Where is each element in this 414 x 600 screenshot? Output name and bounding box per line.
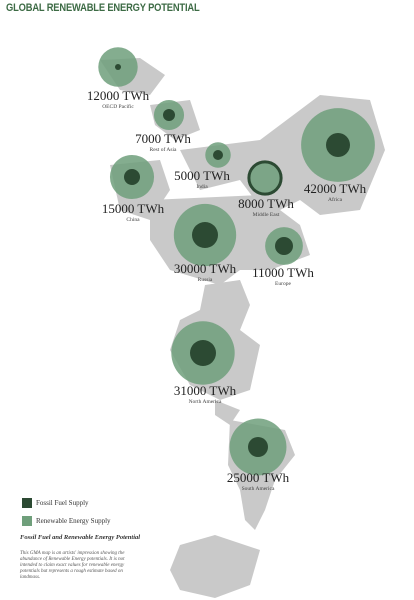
- value-label: 25000 TWh: [227, 470, 290, 485]
- region-name: Europe: [275, 281, 291, 287]
- region-name: Africa: [328, 196, 343, 203]
- value-label: 8000 TWh: [238, 196, 294, 211]
- fossil-bubble: [192, 222, 218, 248]
- note-title: Fossil Fuel and Renewable Energy Potenti…: [20, 534, 141, 541]
- region-name: Russia: [198, 277, 213, 283]
- legend-label: Renewable Energy Supply: [36, 517, 111, 525]
- value-label: 12000 TWh: [87, 88, 150, 103]
- region-name: North America: [189, 399, 222, 405]
- value-label: 11000 TWh: [252, 265, 314, 280]
- value-label: 42000 TWh: [304, 181, 367, 196]
- region-name: Rest of Asia: [150, 146, 177, 153]
- title: GLOBAL RENEWABLE ENERGY POTENTIAL: [6, 2, 200, 14]
- land: [215, 400, 240, 425]
- fossil-bubble: [326, 133, 350, 157]
- fossil-bubble: [190, 340, 216, 366]
- fossil-bubble: [163, 109, 175, 121]
- value-label: 5000 TWh: [174, 168, 230, 183]
- legend-swatch: [22, 516, 32, 526]
- region-name: OECD Pacific: [102, 103, 134, 110]
- note-text: This GMA map is an artists' impression s…: [20, 551, 125, 580]
- value-label: 31000 TWh: [174, 383, 237, 398]
- fossil-bubble: [124, 169, 140, 185]
- region-name: South America: [242, 486, 275, 492]
- legend-swatch: [22, 498, 32, 508]
- fossil-bubble: [275, 237, 293, 255]
- legend-label: Fossil Fuel Supply: [36, 499, 89, 507]
- region-name: China: [126, 217, 140, 223]
- value-label: 15000 TWh: [102, 201, 165, 216]
- region-name: Middle East: [253, 212, 280, 218]
- region-name: India: [196, 184, 208, 190]
- fossil-bubble: [115, 64, 121, 70]
- fossil-bubble: [248, 437, 268, 457]
- renewable-bubble: [247, 160, 283, 196]
- land: [170, 535, 260, 598]
- value-label: 7000 TWh: [135, 131, 191, 146]
- fossil-bubble: [213, 150, 223, 160]
- value-label: 30000 TWh: [174, 261, 237, 276]
